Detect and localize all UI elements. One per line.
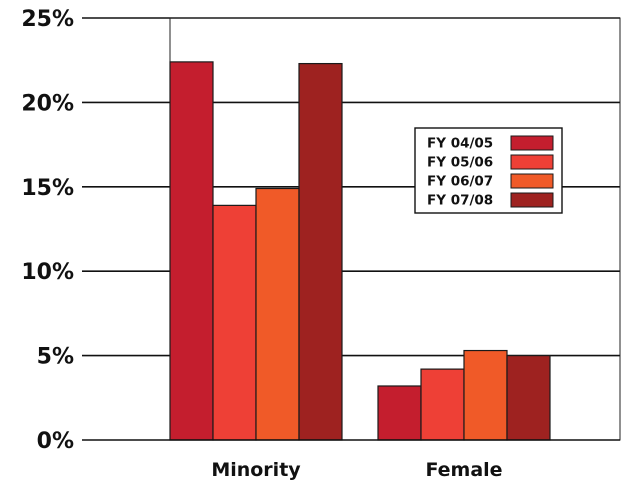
y-tick-label: 25% (21, 7, 74, 32)
y-tick-label: 15% (21, 176, 74, 201)
bar (463, 349, 508, 441)
y-tick-label: 20% (21, 91, 74, 116)
x-category-label: Minority (211, 459, 301, 481)
bar (212, 204, 257, 441)
legend-swatch (510, 154, 554, 170)
legend-label: FY 04/05 (427, 136, 493, 152)
bar (298, 62, 343, 441)
legend-label: FY 07/08 (427, 193, 493, 209)
y-tick-label: 5% (37, 345, 74, 370)
legend-swatch (510, 135, 554, 151)
legend-swatch (510, 173, 554, 189)
bar (255, 187, 300, 441)
y-tick-label: 0% (37, 429, 74, 454)
bar (506, 355, 551, 441)
legend-label: FY 05/06 (427, 155, 493, 171)
bar (169, 61, 214, 441)
x-category-label: Female (425, 459, 502, 481)
bars (169, 61, 551, 441)
legend-swatch (510, 192, 554, 208)
bar (420, 368, 465, 441)
y-tick-label: 10% (21, 260, 74, 285)
legend: FY 04/05 FY 05/06 FY 06/07 FY 07/08 (414, 127, 563, 214)
legend-label: FY 06/07 (427, 174, 493, 190)
x-axis: Minority Female (211, 459, 502, 481)
y-axis: 0% 5% 10% 15% 20% 25% (21, 7, 620, 454)
bar (377, 385, 422, 441)
